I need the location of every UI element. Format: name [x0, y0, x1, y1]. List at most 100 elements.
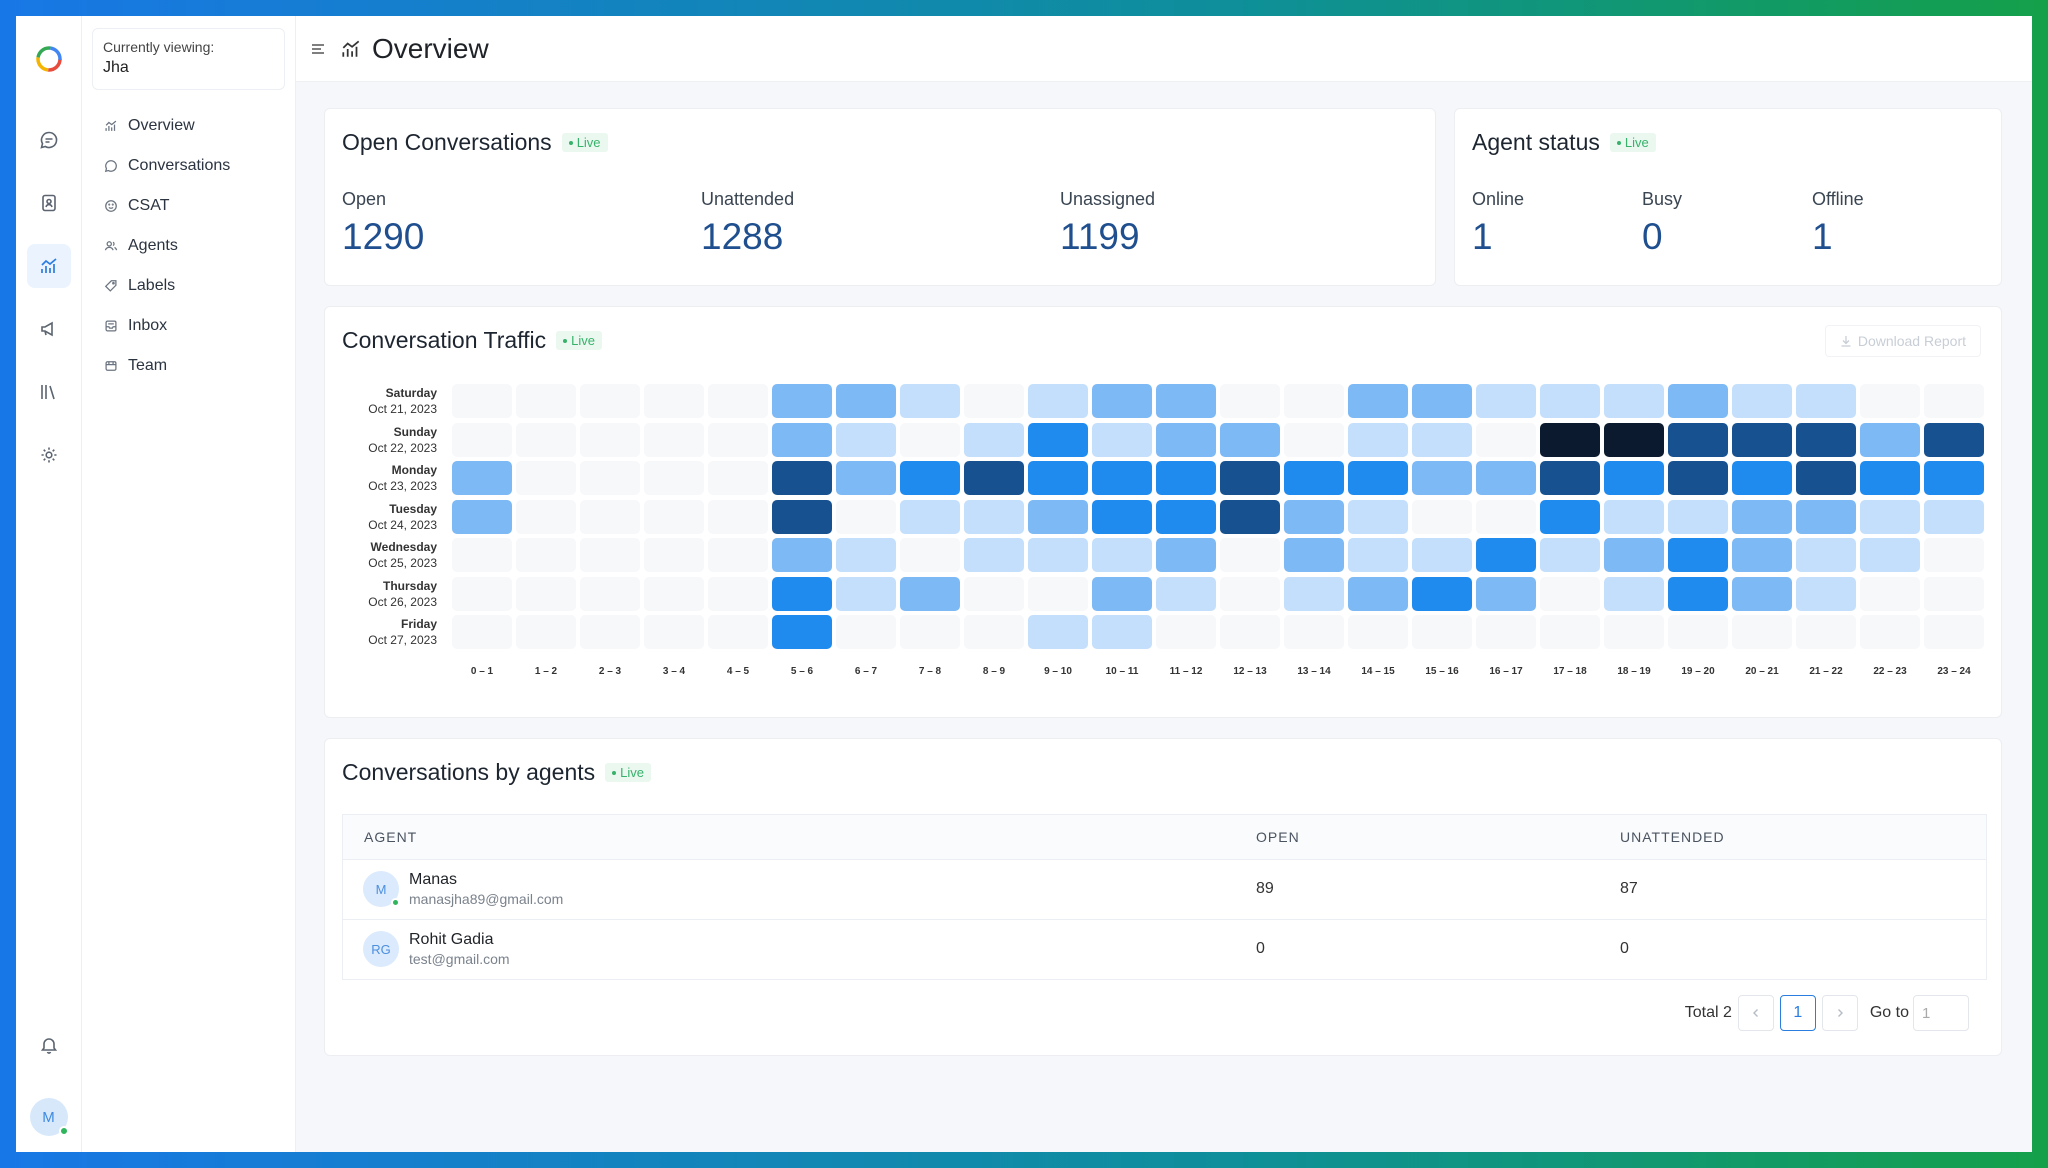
heatmap-cell[interactable] [1924, 422, 1984, 457]
heatmap-cell[interactable] [1156, 538, 1216, 572]
heatmap-cell[interactable] [516, 538, 576, 572]
heatmap-cell[interactable] [1412, 538, 1472, 572]
heatmap-cell[interactable] [1796, 538, 1856, 572]
heatmap-cell[interactable] [1220, 422, 1280, 457]
heatmap-cell[interactable] [1604, 384, 1664, 418]
heatmap-cell[interactable] [1668, 615, 1728, 649]
heatmap-cell[interactable] [1156, 615, 1216, 649]
menu-toggle-icon[interactable] [310, 41, 326, 57]
heatmap-cell[interactable] [1860, 461, 1920, 495]
heatmap-cell[interactable] [580, 422, 640, 457]
heatmap-cell[interactable] [1860, 576, 1920, 611]
sidebar-item-csat[interactable]: CSAT [92, 186, 285, 226]
heatmap-cell[interactable] [1092, 461, 1152, 495]
heatmap-cell[interactable] [1028, 499, 1088, 534]
heatmap-cell[interactable] [1540, 538, 1600, 572]
heatmap-cell[interactable] [452, 499, 512, 534]
heatmap-cell[interactable] [1284, 461, 1344, 495]
heatmap-cell[interactable] [708, 615, 768, 649]
heatmap-cell[interactable] [836, 615, 896, 649]
heatmap-cell[interactable] [772, 384, 832, 418]
heatmap-cell[interactable] [1924, 538, 1984, 572]
heatmap-cell[interactable] [1732, 615, 1792, 649]
heatmap-cell[interactable] [772, 422, 832, 457]
heatmap-cell[interactable] [580, 499, 640, 534]
heatmap-cell[interactable] [836, 384, 896, 418]
heatmap-cell[interactable] [1668, 384, 1728, 418]
heatmap-cell[interactable] [1156, 576, 1216, 611]
heatmap-cell[interactable] [1412, 615, 1472, 649]
heatmap-cell[interactable] [1092, 422, 1152, 457]
heatmap-cell[interactable] [1348, 422, 1408, 457]
heatmap-cell[interactable] [1476, 499, 1536, 534]
campaigns-icon[interactable] [27, 307, 71, 351]
heatmap-cell[interactable] [1348, 538, 1408, 572]
heatmap-cell[interactable] [836, 538, 896, 572]
table-row[interactable]: RG Rohit Gadia test@gmail.com 0 0 [343, 919, 1986, 979]
heatmap-cell[interactable] [1476, 615, 1536, 649]
heatmap-cell[interactable] [772, 538, 832, 572]
heatmap-cell[interactable] [1604, 499, 1664, 534]
heatmap-cell[interactable] [1156, 422, 1216, 457]
heatmap-cell[interactable] [1220, 461, 1280, 495]
heatmap-cell[interactable] [1028, 384, 1088, 418]
chat-icon[interactable] [27, 118, 71, 162]
heatmap-cell[interactable] [1540, 461, 1600, 495]
heatmap-cell[interactable] [1476, 538, 1536, 572]
heatmap-cell[interactable] [900, 576, 960, 611]
sidebar-item-conversations[interactable]: Conversations [92, 146, 285, 186]
heatmap-cell[interactable] [1284, 499, 1344, 534]
table-row[interactable]: M Manas manasjha89@gmail.com 89 [343, 859, 1986, 920]
heatmap-cell[interactable] [452, 615, 512, 649]
heatmap-cell[interactable] [772, 576, 832, 611]
download-report-button[interactable]: Download Report [1824, 325, 1981, 357]
heatmap-cell[interactable] [1796, 499, 1856, 534]
heatmap-cell[interactable] [1220, 538, 1280, 572]
heatmap-cell[interactable] [772, 499, 832, 534]
heatmap-cell[interactable] [1220, 615, 1280, 649]
heatmap-cell[interactable] [1540, 384, 1600, 418]
heatmap-cell[interactable] [1156, 461, 1216, 495]
heatmap-cell[interactable] [1732, 422, 1792, 457]
heatmap-cell[interactable] [580, 538, 640, 572]
heatmap-cell[interactable] [964, 615, 1024, 649]
heatmap-cell[interactable] [1284, 384, 1344, 418]
heatmap-cell[interactable] [516, 576, 576, 611]
heatmap-cell[interactable] [516, 461, 576, 495]
heatmap-cell[interactable] [708, 461, 768, 495]
sidebar-item-team[interactable]: Team [92, 346, 285, 386]
heatmap-cell[interactable] [1412, 384, 1472, 418]
heatmap-cell[interactable] [452, 384, 512, 418]
heatmap-cell[interactable] [1796, 461, 1856, 495]
heatmap-cell[interactable] [1028, 576, 1088, 611]
heatmap-cell[interactable] [1732, 538, 1792, 572]
heatmap-cell[interactable] [1540, 576, 1600, 611]
heatmap-cell[interactable] [964, 538, 1024, 572]
heatmap-cell[interactable] [772, 461, 832, 495]
heatmap-cell[interactable] [1284, 422, 1344, 457]
heatmap-cell[interactable] [1092, 576, 1152, 611]
heatmap-cell[interactable] [1668, 576, 1728, 611]
heatmap-cell[interactable] [772, 615, 832, 649]
heatmap-cell[interactable] [580, 461, 640, 495]
heatmap-cell[interactable] [1668, 422, 1728, 457]
heatmap-cell[interactable] [900, 384, 960, 418]
heatmap-cell[interactable] [1860, 615, 1920, 649]
heatmap-cell[interactable] [1476, 384, 1536, 418]
heatmap-cell[interactable] [708, 422, 768, 457]
heatmap-cell[interactable] [1540, 422, 1600, 457]
heatmap-cell[interactable] [1028, 615, 1088, 649]
heatmap-cell[interactable] [1284, 615, 1344, 649]
heatmap-cell[interactable] [1028, 422, 1088, 457]
heatmap-cell[interactable] [644, 384, 704, 418]
heatmap-cell[interactable] [964, 422, 1024, 457]
heatmap-cell[interactable] [1732, 499, 1792, 534]
heatmap-cell[interactable] [1668, 538, 1728, 572]
heatmap-cell[interactable] [644, 499, 704, 534]
heatmap-cell[interactable] [1924, 461, 1984, 495]
heatmap-cell[interactable] [516, 499, 576, 534]
settings-icon[interactable] [27, 433, 71, 477]
heatmap-cell[interactable] [836, 422, 896, 457]
heatmap-cell[interactable] [708, 384, 768, 418]
heatmap-cell[interactable] [1924, 384, 1984, 418]
